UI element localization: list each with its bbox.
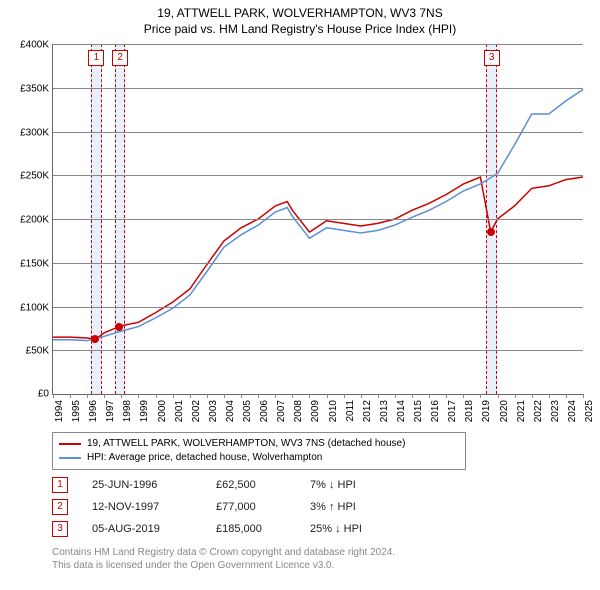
x-axis-label: 2024 xyxy=(567,400,578,422)
sales-table: 1 25-JUN-1996 £62,500 7% ↓ HPI 2 12-NOV-… xyxy=(52,474,400,540)
x-axis-label: 1995 xyxy=(71,400,82,422)
x-axis-label: 2023 xyxy=(550,400,561,422)
chart-plot-area: 321 £0£50K£100K£150K£200K£250K£300K£350K… xyxy=(52,44,583,395)
x-axis-label: 2004 xyxy=(225,400,236,422)
x-axis-label: 1999 xyxy=(139,400,150,422)
sale-date: 25-JUN-1996 xyxy=(92,479,192,491)
x-axis-label: 2016 xyxy=(430,400,441,422)
footer: Contains HM Land Registry data © Crown c… xyxy=(52,546,395,572)
footer-line: This data is licensed under the Open Gov… xyxy=(52,559,395,572)
y-axis-label: £200K xyxy=(20,215,53,226)
sale-marker-dot xyxy=(115,323,123,331)
titles: 19, ATTWELL PARK, WOLVERHAMPTON, WV3 7NS… xyxy=(0,0,600,36)
sale-delta: 3% ↑ HPI xyxy=(310,501,400,513)
x-axis-label: 2003 xyxy=(208,400,219,422)
sale-marker-num: 3 xyxy=(52,521,68,537)
sale-price: £77,000 xyxy=(216,501,286,513)
legend-item: HPI: Average price, detached house, Wolv… xyxy=(59,451,459,465)
y-axis-label: £350K xyxy=(20,83,53,94)
x-axis-label: 2022 xyxy=(533,400,544,422)
table-row: 1 25-JUN-1996 £62,500 7% ↓ HPI xyxy=(52,474,400,496)
y-axis-label: £300K xyxy=(20,127,53,138)
footer-line: Contains HM Land Registry data © Crown c… xyxy=(52,546,395,559)
x-axis-label: 2006 xyxy=(259,400,270,422)
x-axis-label: 2025 xyxy=(584,400,595,422)
table-row: 2 12-NOV-1997 £77,000 3% ↑ HPI xyxy=(52,496,400,518)
sale-date: 05-AUG-2019 xyxy=(92,523,192,535)
y-axis-label: £150K xyxy=(20,258,53,269)
legend-label: 19, ATTWELL PARK, WOLVERHAMPTON, WV3 7NS… xyxy=(87,437,405,451)
y-axis-label: £50K xyxy=(26,346,53,357)
x-axis-label: 2013 xyxy=(379,400,390,422)
x-axis-label: 2011 xyxy=(345,400,356,422)
x-axis-label: 1996 xyxy=(88,400,99,422)
sale-marker-dot xyxy=(91,335,99,343)
x-axis-label: 2020 xyxy=(499,400,510,422)
sale-delta: 25% ↓ HPI xyxy=(310,523,400,535)
title-main: 19, ATTWELL PARK, WOLVERHAMPTON, WV3 7NS xyxy=(0,6,600,20)
x-axis-label: 2000 xyxy=(157,400,168,422)
y-axis-label: £100K xyxy=(20,302,53,313)
x-axis-label: 2015 xyxy=(413,400,424,422)
y-axis-label: £400K xyxy=(20,40,53,51)
x-axis-label: 1998 xyxy=(122,400,133,422)
sale-marker-dot xyxy=(487,228,495,236)
legend: 19, ATTWELL PARK, WOLVERHAMPTON, WV3 7NS… xyxy=(52,432,466,470)
x-axis-label: 2019 xyxy=(481,400,492,422)
x-axis-label: 2018 xyxy=(464,400,475,422)
x-axis-label: 2014 xyxy=(396,400,407,422)
table-row: 3 05-AUG-2019 £185,000 25% ↓ HPI xyxy=(52,518,400,540)
legend-swatch xyxy=(59,443,81,445)
x-axis-label: 2001 xyxy=(174,400,185,422)
legend-item: 19, ATTWELL PARK, WOLVERHAMPTON, WV3 7NS… xyxy=(59,437,459,451)
y-axis-label: £250K xyxy=(20,171,53,182)
sale-delta: 7% ↓ HPI xyxy=(310,479,400,491)
x-axis-label: 2021 xyxy=(516,400,527,422)
sale-marker-num: 2 xyxy=(52,499,68,515)
x-axis-label: 2017 xyxy=(447,400,458,422)
legend-swatch xyxy=(59,457,81,459)
series-line xyxy=(53,177,583,339)
x-axis-label: 2002 xyxy=(191,400,202,422)
x-axis-label: 2012 xyxy=(362,400,373,422)
x-axis-label: 2009 xyxy=(310,400,321,422)
sale-price: £62,500 xyxy=(216,479,286,491)
legend-label: HPI: Average price, detached house, Wolv… xyxy=(87,451,322,465)
sale-marker-num: 1 xyxy=(52,477,68,493)
chart-container: 19, ATTWELL PARK, WOLVERHAMPTON, WV3 7NS… xyxy=(0,0,600,590)
y-axis-label: £0 xyxy=(38,389,53,400)
x-axis-label: 1994 xyxy=(54,400,65,422)
sale-date: 12-NOV-1997 xyxy=(92,501,192,513)
x-axis-label: 2005 xyxy=(242,400,253,422)
sale-price: £185,000 xyxy=(216,523,286,535)
x-axis-label: 2010 xyxy=(328,400,339,422)
x-axis-label: 2008 xyxy=(293,400,304,422)
x-axis-label: 2007 xyxy=(276,400,287,422)
title-sub: Price paid vs. HM Land Registry's House … xyxy=(0,22,600,36)
x-axis-label: 1997 xyxy=(105,400,116,422)
